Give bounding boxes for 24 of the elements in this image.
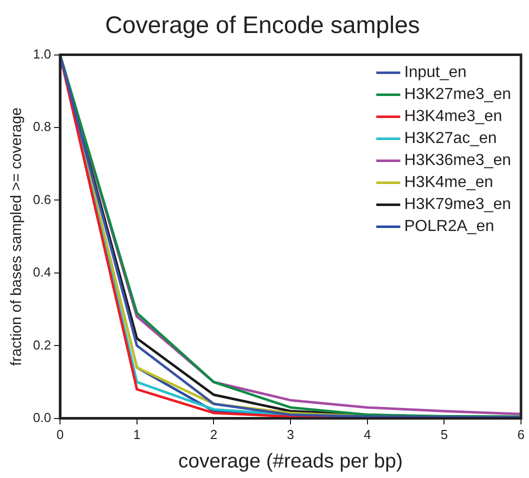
- chart-title: Coverage of Encode samples: [105, 12, 420, 40]
- y-axis-title: fraction of bases sampled >= coverage: [8, 107, 26, 366]
- y-tick-label: 0.4: [32, 264, 52, 280]
- legend-label: H3K79me3_en: [404, 196, 512, 214]
- y-tick-label: 0.8: [32, 119, 52, 134]
- x-tick-label: 0: [56, 426, 64, 442]
- y-tick-label: 0.6: [32, 192, 52, 207]
- legend-label: Input_en: [404, 64, 467, 82]
- x-tick-label: 3: [286, 426, 294, 442]
- x-tick-label: 5: [440, 426, 448, 442]
- legend-label: H3K27me3_en: [404, 86, 512, 104]
- legend-label: H3K27ac_en: [404, 130, 497, 148]
- legend-label: H3K4me_en: [404, 174, 494, 192]
- legend-label: H3K36me3_en: [404, 152, 512, 170]
- y-tick-label: 0.2: [32, 337, 52, 352]
- x-axis-title: coverage (#reads per bp): [178, 450, 403, 473]
- x-tick-label: 6: [517, 426, 525, 442]
- legend-label: H3K4me3_en: [404, 108, 502, 126]
- x-tick-label: 2: [210, 426, 218, 442]
- x-tick-label: 4: [364, 426, 371, 442]
- x-tick-label: 1: [133, 426, 141, 442]
- y-tick-label: 0.0: [32, 410, 52, 425]
- legend-label: POLR2A_en: [404, 218, 494, 236]
- y-tick-label: 1.0: [32, 46, 52, 62]
